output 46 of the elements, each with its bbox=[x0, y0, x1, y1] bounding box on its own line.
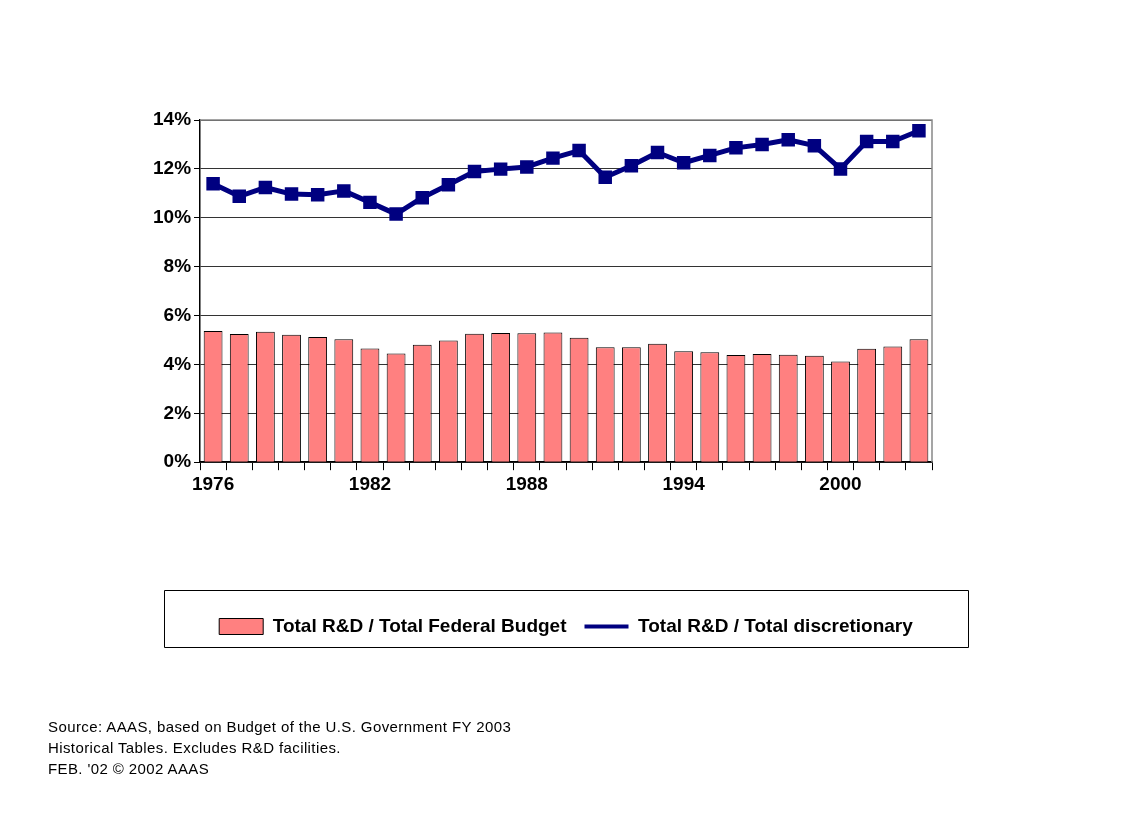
point bbox=[624, 158, 639, 173]
x-tick-label: 2000 bbox=[819, 472, 862, 494]
point bbox=[729, 141, 743, 155]
text: Historical Tables. Excludes R&D facilities. bbox=[48, 738, 342, 758]
point bbox=[337, 184, 351, 198]
y-tick-label: 2% bbox=[163, 401, 192, 423]
point bbox=[833, 162, 848, 176]
point bbox=[886, 134, 900, 149]
point bbox=[912, 124, 926, 138]
point bbox=[676, 156, 691, 170]
point bbox=[493, 162, 508, 176]
y-tick-label: 14% bbox=[153, 108, 192, 130]
y-tick-label: 10% bbox=[153, 206, 192, 228]
y-tick-label: 12% bbox=[153, 157, 192, 179]
point bbox=[232, 189, 246, 203]
legend-label: Total R&D / Total Federal Budget bbox=[272, 614, 568, 636]
point bbox=[467, 164, 482, 179]
legend-label: Total R&D / Total discretionary bbox=[638, 614, 914, 636]
point bbox=[441, 178, 456, 192]
point bbox=[807, 138, 822, 153]
point bbox=[650, 145, 665, 160]
point bbox=[598, 170, 612, 184]
text: FEB. '02 © 2002 AAAS bbox=[48, 759, 211, 779]
point bbox=[703, 148, 717, 163]
y-tick-label: 6% bbox=[163, 303, 192, 325]
y-tick-label: 4% bbox=[163, 352, 192, 374]
source-note: Source: AAAS, based on Budget of the U.S. Government FY 2003 bbox=[48, 717, 512, 737]
point bbox=[859, 134, 874, 149]
point bbox=[363, 195, 377, 210]
point bbox=[284, 187, 299, 201]
point bbox=[206, 177, 220, 191]
y-tick-label: 8% bbox=[163, 254, 192, 276]
point bbox=[520, 160, 534, 174]
x-tick-label: 1994 bbox=[662, 472, 706, 494]
point bbox=[389, 207, 403, 221]
point bbox=[781, 133, 795, 147]
y-tick-label: 0% bbox=[163, 450, 192, 472]
x-tick-label: 1982 bbox=[348, 472, 392, 494]
x-tick-label: 1976 bbox=[191, 472, 235, 494]
point bbox=[572, 143, 586, 158]
point bbox=[258, 180, 273, 195]
point bbox=[755, 137, 769, 152]
point bbox=[415, 190, 429, 205]
x-tick-label: 1988 bbox=[505, 472, 548, 494]
point bbox=[546, 151, 560, 165]
point bbox=[310, 188, 325, 202]
